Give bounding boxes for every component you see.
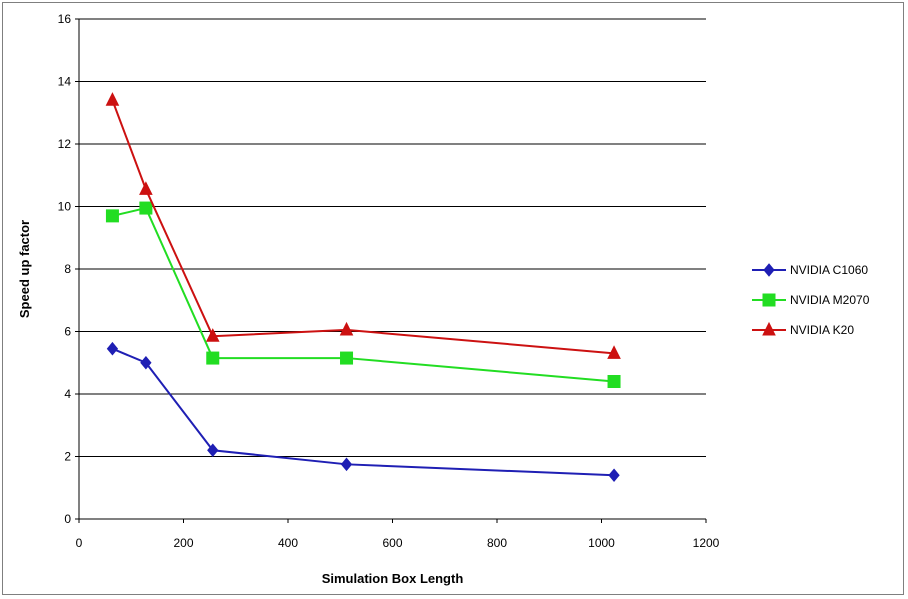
data-point — [206, 351, 220, 365]
data-point — [340, 351, 354, 365]
x-axis-title: Simulation Box Length — [322, 571, 464, 586]
data-point — [205, 328, 220, 342]
legend-item: NVIDIA M2070 — [752, 293, 870, 307]
y-tick-label: 4 — [64, 387, 71, 401]
x-tick-label: 600 — [382, 536, 402, 550]
data-point — [106, 341, 119, 356]
data-point — [139, 181, 153, 195]
y-tick-label: 16 — [58, 12, 72, 26]
series-line — [112, 206, 615, 383]
legend-label: NVIDIA M2070 — [790, 293, 870, 307]
data-point — [207, 443, 219, 458]
legend-marker — [762, 321, 776, 336]
x-tick-label: 1000 — [588, 536, 615, 550]
data-point — [140, 355, 152, 370]
y-tick-label: 0 — [64, 512, 71, 526]
series-layer — [105, 92, 621, 483]
y-tick-label: 6 — [64, 325, 71, 339]
data-point — [339, 321, 354, 336]
legend-item: NVIDIA C1060 — [752, 263, 868, 277]
x-tick-labels: 0 200 400 600 800 1000 1200 — [76, 519, 720, 550]
legend-label: NVIDIA C1060 — [790, 263, 868, 277]
data-point — [607, 345, 621, 359]
legend-marker — [762, 293, 776, 307]
y-tick-labels: 0 2 4 6 8 10 12 14 16 — [58, 12, 79, 526]
y-tick-label: 8 — [64, 262, 71, 276]
x-tick-label: 200 — [173, 536, 193, 550]
x-tick-label: 400 — [278, 536, 298, 550]
y-tick-label: 14 — [58, 75, 72, 89]
data-point — [607, 375, 621, 388]
data-point — [608, 468, 620, 483]
data-point — [105, 209, 119, 223]
x-tick-label: 800 — [487, 536, 507, 550]
legend-label: NVIDIA K20 — [790, 323, 854, 337]
data-point — [105, 92, 120, 106]
y-axis-title: Speed up factor — [17, 220, 32, 318]
y-tick-label: 2 — [64, 450, 71, 464]
series-nvidia-m2070 — [105, 201, 621, 388]
series-nvidia-c1060 — [106, 341, 620, 483]
y-tick-label: 10 — [58, 200, 72, 214]
legend: NVIDIA C1060 NVIDIA M2070 NVIDIA K20 — [752, 263, 870, 337]
series-nvidia-k20 — [105, 92, 621, 359]
gridlines — [79, 18, 706, 457]
series-line — [111, 99, 615, 355]
legend-item: NVIDIA K20 — [752, 321, 854, 337]
x-tick-label: 0 — [76, 536, 83, 550]
x-tick-label: 1200 — [693, 536, 720, 550]
line-chart: 0 2 4 6 8 10 12 14 16 0 200 400 600 800 1000 1200 Simu… — [17, 12, 870, 586]
data-point — [340, 457, 353, 472]
y-tick-label: 12 — [58, 137, 72, 151]
legend-marker — [763, 263, 775, 277]
data-point — [139, 201, 153, 215]
